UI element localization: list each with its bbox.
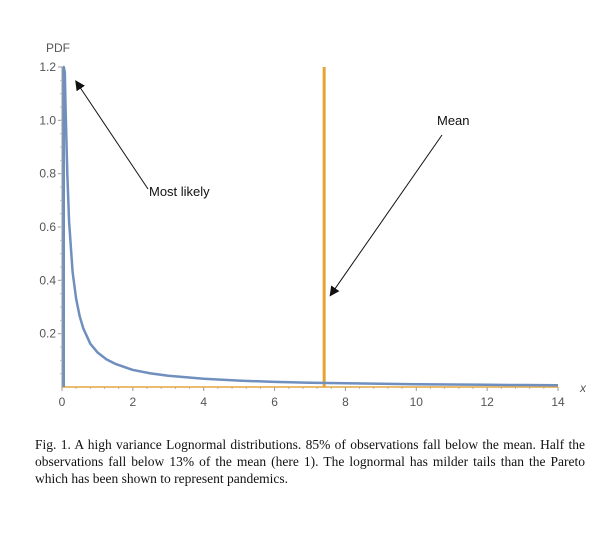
x-axis-title: x: [579, 381, 587, 395]
most-likely-label: Most likely: [149, 184, 210, 199]
y-tick-label: 0.8: [39, 167, 56, 181]
y-tick-label: 1.0: [39, 113, 56, 127]
x-tick-label: 10: [410, 395, 424, 409]
lognormal-chart: 0 2 4 6 8 10 12 14 0.2 0.4 0.6 0.8 1.0 1.2 Most likel…: [39, 41, 587, 409]
x-tick-label: 14: [551, 395, 565, 409]
x-tick-label: 2: [130, 395, 137, 409]
y-axis-title: PDF: [46, 41, 70, 55]
y-tick-label: 0.6: [39, 220, 56, 234]
mean-label: Mean: [437, 113, 470, 128]
most-likely-arrow: [75, 80, 149, 190]
x-tick-label: 8: [342, 395, 349, 409]
x-tick-label: 0: [59, 395, 66, 409]
pdf-curve: [62, 65, 559, 388]
figure-caption: Fig. 1. A high variance Lognormal distri…: [35, 437, 585, 486]
y-tick-label: 0.4: [39, 273, 56, 287]
x-tick-label: 6: [271, 395, 278, 409]
x-tick-label: 4: [200, 395, 207, 409]
y-tick-label: 1.2: [39, 60, 56, 74]
x-tick-label: 12: [480, 395, 494, 409]
mean-arrow: [329, 134, 443, 297]
y-tick-label: 0.2: [39, 327, 56, 341]
